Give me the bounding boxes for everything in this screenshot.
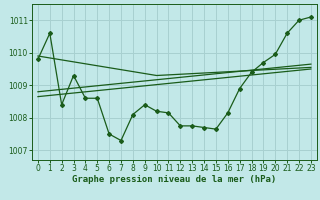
X-axis label: Graphe pression niveau de la mer (hPa): Graphe pression niveau de la mer (hPa) <box>72 175 276 184</box>
